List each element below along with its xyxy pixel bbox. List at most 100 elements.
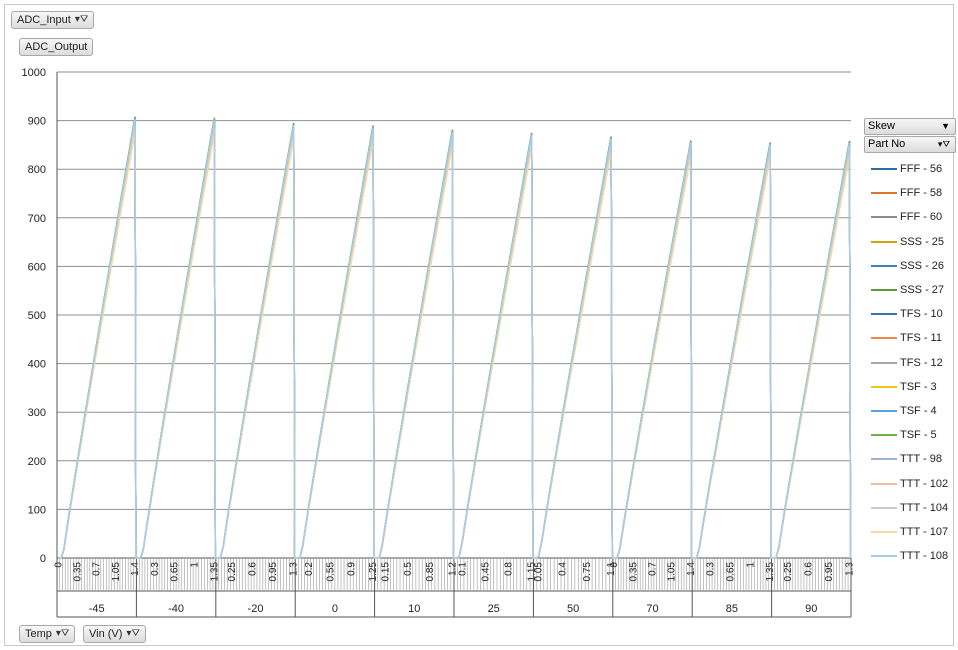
x-tick-label: 0.7 bbox=[648, 562, 659, 576]
part-no-filter-button[interactable]: Part No ▾⛛ bbox=[864, 136, 956, 153]
x-tick-label: 0.85 bbox=[425, 562, 436, 582]
adc-input-label: ADC_Input bbox=[17, 14, 71, 26]
x-tick-label: 0.95 bbox=[268, 562, 279, 582]
x-tick-label: 0.6 bbox=[248, 562, 259, 576]
skew-dropdown[interactable]: Skew ▼ bbox=[864, 118, 956, 135]
group-label: -45 bbox=[89, 603, 105, 615]
x-tick-label: 0.25 bbox=[783, 562, 794, 582]
legend-swatch bbox=[871, 434, 897, 437]
x-tick-label: 1.4 bbox=[130, 562, 141, 576]
x-tick-label: 1.35 bbox=[765, 562, 776, 582]
adc-output-field-button[interactable]: ADC_Output bbox=[19, 38, 94, 56]
legend-swatch bbox=[871, 240, 897, 243]
legend-swatch bbox=[871, 506, 897, 509]
legend-label: TTT - 102 bbox=[900, 477, 949, 490]
y-tick-label: 1000 bbox=[22, 67, 46, 79]
x-tick-label: 1.1 bbox=[606, 562, 617, 576]
legend-item: TSF - 4 bbox=[864, 399, 956, 423]
filter-icon: ▾⛛ bbox=[55, 628, 70, 639]
x-tick-label: 0.4 bbox=[558, 562, 569, 576]
legend-list: FFF - 56 FFF - 58 FFF - 60 SSS - 25 SSS - 26… bbox=[864, 157, 956, 568]
legend-label: FFF - 58 bbox=[900, 187, 943, 200]
x-tick-label: 1.35 bbox=[209, 562, 220, 582]
legend: Skew ▼ Part No ▾⛛ FFF - 56 FFF - 58 FFF - … bbox=[864, 118, 956, 568]
series-line bbox=[58, 131, 852, 559]
legend-label: TSF - 3 bbox=[900, 380, 937, 393]
legend-label: TTT - 108 bbox=[900, 550, 949, 563]
legend-label: TSF - 5 bbox=[900, 429, 937, 442]
pivot-chart-frame bbox=[4, 4, 954, 646]
filter-icon: ▾⛛ bbox=[126, 628, 140, 639]
x-tick-label: 0 bbox=[609, 562, 620, 568]
x-tick-label: 1.05 bbox=[111, 562, 122, 582]
legend-item: FFF - 58 bbox=[864, 181, 956, 205]
group-label: 90 bbox=[805, 603, 817, 615]
adc-input-filter-button[interactable]: ADC_Input ▾⛛ bbox=[11, 11, 95, 29]
vin-filter-button[interactable]: Vin (V) ▾⛛ bbox=[83, 625, 146, 643]
legend-item: SSS - 27 bbox=[864, 278, 956, 302]
vin-filter-label: Vin (V) bbox=[89, 628, 123, 640]
legend-item: FFF - 60 bbox=[864, 205, 956, 229]
part-no-label: Part No bbox=[868, 138, 906, 150]
filter-icon: ▾⛛ bbox=[74, 14, 89, 25]
x-tick-label: 1 bbox=[190, 562, 201, 568]
x-tick-label: 0.05 bbox=[534, 562, 545, 582]
legend-item: TTT - 98 bbox=[864, 447, 956, 471]
legend-swatch bbox=[871, 337, 897, 340]
x-tick-label: 0.95 bbox=[824, 562, 835, 582]
chevron-down-icon: ▼ bbox=[941, 121, 950, 131]
legend-item: TFS - 10 bbox=[864, 302, 956, 326]
legend-item: TTT - 102 bbox=[864, 471, 956, 495]
x-tick-label: 0.3 bbox=[150, 562, 161, 576]
legend-item: SSS - 26 bbox=[864, 254, 956, 278]
legend-label: TSF - 4 bbox=[900, 404, 937, 417]
y-tick-label: 0 bbox=[40, 553, 46, 565]
x-tick-label: 1.2 bbox=[447, 562, 458, 576]
legend-label: FFF - 60 bbox=[900, 211, 943, 224]
temp-filter-label: Temp bbox=[25, 628, 52, 640]
x-tick-label: 0 bbox=[53, 562, 64, 568]
legend-swatch bbox=[871, 216, 897, 219]
y-tick-label: 200 bbox=[28, 456, 46, 468]
legend-item: TFS - 11 bbox=[864, 326, 956, 350]
skew-dropdown-label: Skew bbox=[868, 120, 895, 132]
legend-label: SSS - 26 bbox=[900, 259, 945, 272]
legend-swatch bbox=[871, 168, 897, 171]
legend-label: FFF - 56 bbox=[900, 163, 943, 176]
group-label: 10 bbox=[408, 603, 420, 615]
y-tick-label: 100 bbox=[28, 504, 46, 516]
legend-item: TTT - 108 bbox=[864, 544, 956, 568]
x-tick-label: 0.35 bbox=[628, 562, 639, 582]
legend-item: TTT - 107 bbox=[864, 520, 956, 544]
x-tick-label: 0.5 bbox=[403, 562, 414, 576]
legend-swatch bbox=[871, 458, 897, 461]
legend-swatch bbox=[871, 289, 897, 292]
legend-swatch bbox=[871, 530, 897, 533]
group-label: -40 bbox=[168, 603, 184, 615]
group-label: 70 bbox=[646, 603, 658, 615]
x-tick-label: 0.45 bbox=[480, 562, 491, 582]
group-label: 0 bbox=[332, 603, 338, 615]
group-label: 25 bbox=[488, 603, 500, 615]
y-tick-label: 800 bbox=[28, 164, 46, 176]
x-tick-label: 0.75 bbox=[582, 562, 593, 582]
legend-swatch bbox=[871, 361, 897, 364]
x-tick-label: 0.55 bbox=[325, 562, 336, 582]
y-tick-label: 900 bbox=[28, 116, 46, 128]
filter-icon: ▾⛛ bbox=[937, 139, 950, 149]
x-tick-label: 0.2 bbox=[304, 562, 315, 576]
temp-filter-button[interactable]: Temp ▾⛛ bbox=[19, 625, 76, 643]
legend-item: TTT - 104 bbox=[864, 496, 956, 520]
x-tick-label: 1.15 bbox=[527, 562, 538, 582]
legend-item: TSF - 3 bbox=[864, 375, 956, 399]
adc-output-label: ADC_Output bbox=[25, 41, 88, 53]
legend-item: SSS - 25 bbox=[864, 230, 956, 254]
group-label: 85 bbox=[726, 603, 738, 615]
legend-swatch bbox=[871, 482, 897, 485]
legend-label: TTT - 98 bbox=[900, 453, 942, 466]
legend-label: TFS - 10 bbox=[900, 308, 943, 321]
x-tick-label: 0.65 bbox=[170, 562, 181, 582]
x-tick-label: 0.9 bbox=[347, 562, 358, 576]
y-tick-label: 500 bbox=[28, 310, 46, 322]
